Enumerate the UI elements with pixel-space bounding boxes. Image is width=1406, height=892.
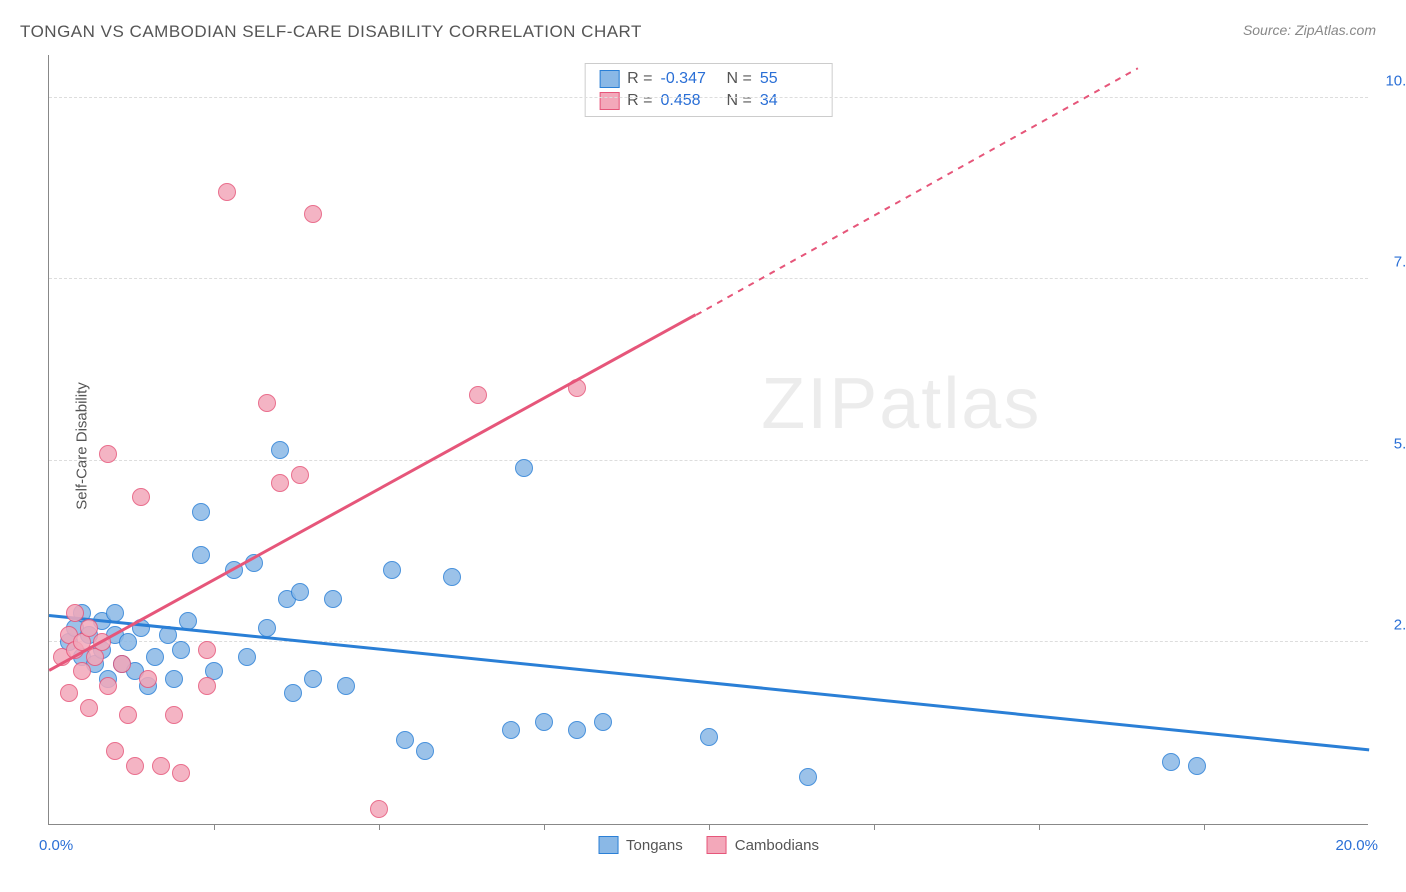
x-tick <box>1039 824 1040 830</box>
x-tick <box>214 824 215 830</box>
n-value-tongans: 55 <box>760 70 818 88</box>
data-point <box>271 441 289 459</box>
swatch-tongans-icon <box>598 836 618 854</box>
data-point <box>165 670 183 688</box>
r-label: R = <box>627 92 652 110</box>
data-point <box>284 684 302 702</box>
stats-legend-box: R = -0.347 N = 55 R = 0.458 N = 34 <box>584 63 833 117</box>
legend-item-tongans: Tongans <box>598 836 683 854</box>
data-point <box>396 731 414 749</box>
y-tick-label: 10.0% <box>1385 72 1406 89</box>
data-point <box>126 757 144 775</box>
legend-item-cambodians: Cambodians <box>707 836 819 854</box>
stats-row-cambodians: R = 0.458 N = 34 <box>599 90 818 112</box>
data-point <box>568 721 586 739</box>
data-point <box>383 561 401 579</box>
x-axis-min-label: 0.0% <box>39 837 73 854</box>
data-point <box>515 459 533 477</box>
data-point <box>73 662 91 680</box>
data-point <box>443 568 461 586</box>
data-point <box>469 386 487 404</box>
data-point <box>139 670 157 688</box>
data-point <box>291 466 309 484</box>
data-point <box>60 684 78 702</box>
n-label: N = <box>727 70 752 88</box>
y-tick-label: 5.0% <box>1394 435 1406 452</box>
data-point <box>271 474 289 492</box>
data-point <box>502 721 520 739</box>
data-point <box>66 604 84 622</box>
data-point <box>80 699 98 717</box>
data-point <box>258 619 276 637</box>
data-point <box>304 205 322 223</box>
n-label: N = <box>727 92 752 110</box>
data-point <box>198 641 216 659</box>
data-point <box>132 488 150 506</box>
data-point <box>192 546 210 564</box>
data-point <box>113 655 131 673</box>
data-point <box>146 648 164 666</box>
r-label: R = <box>627 70 652 88</box>
data-point <box>799 768 817 786</box>
data-point <box>119 633 137 651</box>
chart-title: TONGAN VS CAMBODIAN SELF-CARE DISABILITY… <box>20 22 642 42</box>
data-point <box>337 677 355 695</box>
x-axis-max-label: 20.0% <box>1335 837 1378 854</box>
data-point <box>218 183 236 201</box>
data-point <box>106 742 124 760</box>
source-label: Source: ZipAtlas.com <box>1243 22 1376 38</box>
data-point <box>99 677 117 695</box>
data-point <box>370 800 388 818</box>
data-point <box>80 619 98 637</box>
data-point <box>198 677 216 695</box>
watermark: ZIPatlas <box>761 363 1041 445</box>
legend-label-cambodians: Cambodians <box>735 837 819 854</box>
data-point <box>1162 753 1180 771</box>
x-tick <box>379 824 380 830</box>
x-tick <box>544 824 545 830</box>
swatch-cambodians-icon <box>707 836 727 854</box>
x-tick <box>1204 824 1205 830</box>
swatch-cambodians <box>599 92 619 110</box>
gridline <box>49 641 1368 642</box>
data-point <box>99 445 117 463</box>
y-tick-label: 2.5% <box>1394 617 1406 634</box>
legend-label-tongans: Tongans <box>626 837 683 854</box>
data-point <box>594 713 612 731</box>
swatch-tongans <box>599 70 619 88</box>
data-point <box>119 706 137 724</box>
gridline <box>49 278 1368 279</box>
data-point <box>165 706 183 724</box>
bottom-legend: Tongans Cambodians <box>598 836 819 854</box>
data-point <box>304 670 322 688</box>
gridline <box>49 460 1368 461</box>
n-value-cambodians: 34 <box>760 92 818 110</box>
data-point <box>416 742 434 760</box>
data-point <box>535 713 553 731</box>
gridline <box>49 97 1368 98</box>
data-point <box>192 503 210 521</box>
data-point <box>324 590 342 608</box>
data-point <box>172 764 190 782</box>
plot-area: ZIPatlas R = -0.347 N = 55 R = 0.458 N =… <box>48 55 1368 825</box>
r-value-tongans: -0.347 <box>661 70 719 88</box>
data-point <box>238 648 256 666</box>
data-point <box>291 583 309 601</box>
x-tick <box>709 824 710 830</box>
data-point <box>152 757 170 775</box>
r-value-cambodians: 0.458 <box>661 92 719 110</box>
stats-row-tongans: R = -0.347 N = 55 <box>599 68 818 90</box>
data-point <box>258 394 276 412</box>
data-point <box>700 728 718 746</box>
data-point <box>172 641 190 659</box>
data-point <box>1188 757 1206 775</box>
y-tick-label: 7.5% <box>1394 254 1406 271</box>
x-tick <box>874 824 875 830</box>
